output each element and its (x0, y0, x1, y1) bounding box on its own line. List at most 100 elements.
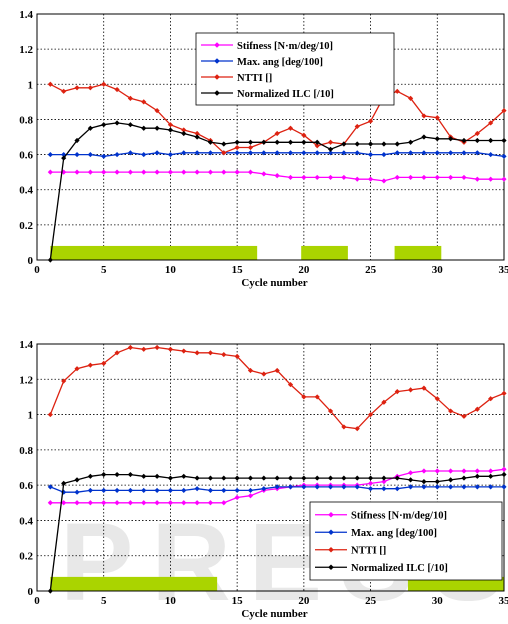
data-point (127, 150, 133, 156)
data-point (434, 174, 440, 181)
data-point (354, 176, 360, 182)
data-point (181, 348, 187, 354)
data-point (434, 396, 440, 402)
data-point (314, 394, 320, 400)
data-point (141, 346, 147, 352)
data-point (141, 169, 147, 175)
data-point (381, 141, 387, 147)
data-point (394, 389, 400, 395)
legend-label: Max. ang [deg/100] (351, 528, 437, 539)
data-point (274, 173, 280, 179)
data-point (221, 351, 227, 358)
data-point (394, 174, 400, 181)
data-point (501, 390, 507, 396)
data-point (314, 174, 320, 181)
data-point (87, 362, 93, 368)
data-point (461, 137, 467, 144)
data-point (287, 174, 294, 181)
data-point (194, 350, 200, 356)
data-point (274, 484, 280, 490)
data-point (421, 484, 427, 490)
data-point (301, 394, 307, 400)
data-point (261, 139, 267, 145)
data-point (61, 88, 67, 94)
data-point (501, 137, 507, 144)
data-point (434, 150, 440, 156)
data-point (87, 473, 93, 479)
x-tick-label: 25 (365, 264, 377, 276)
data-point (474, 130, 480, 137)
data-point (74, 169, 80, 175)
y-tick-label: 1 (28, 79, 34, 91)
series-4 (47, 471, 507, 594)
data-point (207, 150, 214, 156)
data-point (341, 424, 347, 430)
x-tick-label: 10 (165, 264, 177, 276)
data-point (154, 344, 160, 351)
data-point (47, 151, 53, 158)
data-point (167, 475, 174, 481)
data-point (421, 134, 427, 140)
activation-bar-3 (394, 245, 442, 260)
data-point (47, 500, 53, 506)
legend-marker (214, 90, 220, 96)
y-tick-label: 1.2 (19, 44, 33, 56)
data-point (488, 484, 494, 490)
data-point (101, 122, 107, 128)
data-point (274, 130, 280, 137)
x-tick-label: 35 (499, 595, 508, 607)
data-point (221, 150, 227, 156)
data-point (461, 413, 467, 419)
data-point (301, 132, 307, 138)
data-point (261, 171, 267, 177)
data-point (154, 108, 160, 114)
data-point (194, 134, 200, 140)
data-point (367, 118, 374, 124)
data-point (141, 487, 147, 494)
activation-bar-2 (407, 576, 504, 591)
data-point (234, 494, 240, 501)
data-point (114, 471, 120, 478)
data-point (207, 139, 214, 145)
data-point (247, 367, 254, 374)
data-point (474, 176, 480, 182)
data-point (87, 85, 93, 91)
data-point (488, 120, 494, 126)
data-point (394, 150, 400, 156)
x-tick-label: 30 (432, 264, 444, 276)
y-tick-label: 1.4 (19, 9, 33, 21)
x-tick-label: 15 (232, 595, 244, 607)
legend: Stifness [N·m/deg/10] Max. ang [deg/100] N… (309, 501, 503, 581)
data-point (141, 151, 147, 158)
data-point (488, 473, 494, 479)
series-4 (47, 120, 507, 263)
data-point (327, 174, 334, 181)
data-point (408, 95, 414, 101)
data-point (167, 487, 174, 494)
series-3 (47, 344, 507, 432)
data-point (434, 136, 440, 142)
data-point (181, 127, 187, 133)
data-point (408, 387, 414, 393)
data-point (167, 346, 174, 352)
data-point (261, 486, 267, 492)
legend-label: NTTI [] (237, 73, 272, 84)
x-tick-label: 30 (432, 595, 444, 607)
data-point (501, 471, 507, 478)
data-point (354, 141, 360, 147)
data-point (114, 151, 120, 158)
data-point (367, 475, 374, 481)
legend-marker (328, 529, 334, 536)
data-point (194, 475, 200, 481)
data-point (421, 479, 427, 485)
data-point (461, 174, 467, 181)
data-point (74, 477, 80, 483)
data-point (381, 479, 387, 485)
data-point (501, 176, 507, 182)
data-point (101, 360, 107, 367)
data-point (408, 174, 414, 181)
x-tick-label: 5 (101, 264, 107, 276)
data-point (408, 470, 414, 476)
data-point (74, 366, 80, 372)
legend-marker (328, 546, 334, 553)
